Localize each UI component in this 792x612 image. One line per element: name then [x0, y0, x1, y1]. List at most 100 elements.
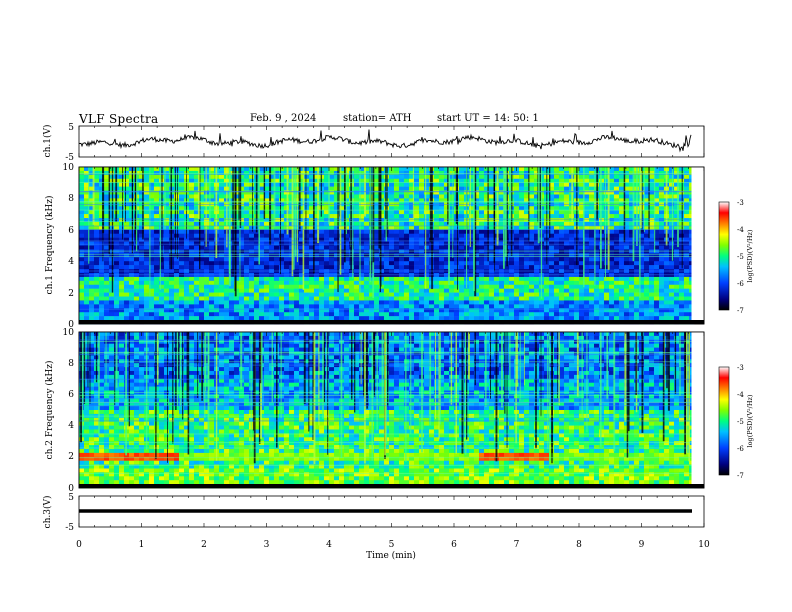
spectrogram-cell — [234, 284, 240, 289]
spectrogram-cell — [579, 210, 585, 215]
spectrogram-cell — [99, 206, 105, 211]
spectrogram-cell — [459, 284, 465, 289]
spectrogram-cell — [264, 265, 270, 270]
spectrogram-cell — [374, 300, 380, 305]
spectrogram-cell — [379, 167, 385, 172]
spectrogram-cell — [394, 304, 400, 309]
spectrogram-cell — [299, 174, 305, 180]
spectrogram-cell — [434, 265, 440, 270]
spectrogram-cell — [89, 182, 95, 187]
spectrogram-cell — [319, 261, 325, 266]
spectrogram-cell — [414, 265, 420, 270]
spectrogram-cell — [674, 249, 680, 254]
spectrogram-cell — [119, 280, 125, 286]
spectrogram-cell — [544, 265, 550, 270]
spectrogram-cell — [534, 308, 540, 313]
spectrogram-cell — [109, 249, 115, 254]
spectrogram-cell — [174, 296, 180, 301]
spectrogram-cell — [84, 308, 90, 313]
spectrogram-cell — [499, 218, 505, 223]
spectrogram-cell — [564, 237, 570, 242]
spectrogram-cell — [194, 292, 200, 297]
spectrogram-cell — [249, 214, 255, 219]
spectrogram-cell — [439, 292, 445, 297]
spectrogram-cell — [364, 214, 370, 219]
spectrogram-cell — [374, 284, 380, 289]
spectrogram-cell — [84, 237, 90, 242]
sferic-streak — [205, 167, 207, 247]
spectrogram-cell — [524, 233, 530, 238]
spectrogram-cell — [114, 304, 120, 309]
spectrogram-cell — [674, 308, 680, 313]
spectrogram-cell — [559, 280, 565, 286]
spectrogram-cell — [274, 312, 280, 317]
spectrogram-cell — [239, 300, 245, 305]
spectrogram-cell — [399, 296, 405, 301]
spectrogram-cell — [564, 190, 570, 195]
spectrogram-cell — [279, 214, 285, 219]
spectrogram-cell — [534, 253, 540, 258]
spectrogram-cell — [589, 229, 595, 235]
spectrogram-cell — [84, 300, 90, 305]
spectrogram-cell — [99, 198, 105, 203]
spectrogram-cell — [334, 308, 340, 313]
spectrogram-cell — [344, 304, 350, 309]
spectrogram-cell — [234, 214, 240, 219]
spectrogram-cell — [579, 190, 585, 195]
spectrogram-cell — [129, 237, 135, 242]
spectrogram-cell — [179, 233, 185, 238]
spectrogram-cell — [624, 300, 630, 305]
spectrogram-cell — [564, 170, 570, 176]
spectrogram-cell — [124, 284, 130, 289]
spectrogram-cell — [499, 276, 505, 282]
spectrogram-cell — [339, 190, 345, 195]
spectrogram-cell — [424, 300, 430, 305]
spectrogram-cell — [519, 276, 525, 282]
spectrogram-cell — [294, 221, 300, 227]
spectrogram-cell — [249, 261, 255, 266]
spectrogram-cell — [439, 229, 445, 235]
spectrogram-cell — [584, 261, 590, 266]
spectrogram-cell — [454, 237, 460, 242]
spectrogram-cell — [254, 276, 260, 282]
spectrogram-cell — [584, 292, 590, 297]
spectrogram-cell — [624, 304, 630, 309]
spectrogram-cell — [489, 198, 495, 203]
spectrogram-cell — [174, 210, 180, 215]
spectrogram-cell — [264, 190, 270, 195]
spectrogram-cell — [239, 225, 245, 231]
spectrogram-cell — [394, 308, 400, 313]
spectrogram-cell — [324, 214, 330, 219]
spectrogram-cell — [94, 288, 100, 293]
spectrogram-cell — [344, 261, 350, 266]
spectrogram-cell — [234, 233, 240, 238]
spectrogram-cell — [119, 210, 125, 215]
spectrogram-cell — [279, 249, 285, 254]
spectrogram-cell — [604, 225, 610, 231]
spectrogram-cell — [544, 312, 550, 317]
spectrogram-cell — [149, 296, 155, 301]
spectrogram-cell — [79, 300, 85, 305]
spectrogram-cell — [479, 167, 485, 172]
spectrogram-cell — [254, 237, 260, 242]
spectrogram-cell — [644, 225, 650, 231]
spectrogram-cell — [629, 214, 635, 219]
spectrogram-cell — [534, 210, 540, 215]
spectrogram-cell — [399, 214, 405, 219]
spectrogram-cell — [79, 210, 85, 215]
spectrogram-cell — [334, 245, 340, 250]
spectrogram-cell — [79, 170, 85, 176]
spectrogram-cell — [679, 292, 685, 297]
spectrogram-cell — [114, 253, 120, 258]
spectrogram-cell — [594, 261, 600, 266]
spectrogram-cell — [569, 276, 575, 282]
spectrogram-cell — [674, 229, 680, 235]
spectrogram-cell — [609, 198, 615, 203]
spectrogram-cell — [164, 249, 170, 254]
spectrogram-cell — [584, 304, 590, 309]
spectrogram-cell — [84, 284, 90, 289]
spectrogram-cell — [259, 241, 265, 246]
spectrogram-cell — [479, 253, 485, 258]
spectrogram-cell — [199, 276, 205, 282]
spectrogram-cell — [159, 288, 165, 293]
